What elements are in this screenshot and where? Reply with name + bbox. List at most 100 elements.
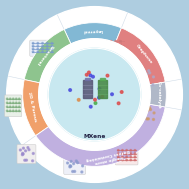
- Circle shape: [94, 98, 96, 101]
- Circle shape: [141, 72, 143, 74]
- Circle shape: [19, 102, 20, 104]
- Circle shape: [19, 106, 20, 108]
- Circle shape: [7, 7, 182, 182]
- Circle shape: [22, 153, 24, 155]
- Circle shape: [119, 40, 121, 42]
- Circle shape: [22, 152, 24, 154]
- Circle shape: [144, 70, 146, 72]
- Circle shape: [130, 156, 132, 157]
- Circle shape: [126, 159, 127, 161]
- Circle shape: [32, 153, 34, 154]
- Circle shape: [134, 156, 136, 157]
- Circle shape: [118, 153, 119, 154]
- Circle shape: [134, 159, 136, 161]
- Circle shape: [134, 149, 136, 151]
- Circle shape: [92, 75, 94, 78]
- Circle shape: [147, 110, 149, 112]
- Circle shape: [118, 159, 119, 161]
- Circle shape: [88, 71, 90, 74]
- Circle shape: [89, 105, 92, 108]
- Circle shape: [118, 156, 119, 157]
- Text: Structural: Structural: [35, 44, 54, 66]
- Circle shape: [147, 118, 149, 120]
- Circle shape: [119, 45, 121, 46]
- Circle shape: [39, 39, 150, 150]
- Circle shape: [145, 112, 146, 114]
- Circle shape: [122, 156, 123, 157]
- Bar: [83, 80, 92, 98]
- Circle shape: [37, 51, 39, 53]
- Circle shape: [32, 48, 34, 50]
- Text: 2D & Porous: 2D & Porous: [27, 92, 37, 123]
- Circle shape: [77, 98, 80, 101]
- Circle shape: [110, 45, 112, 46]
- Circle shape: [122, 149, 123, 151]
- Circle shape: [19, 149, 21, 151]
- Circle shape: [46, 51, 48, 53]
- Circle shape: [48, 48, 141, 141]
- Circle shape: [152, 84, 154, 86]
- Circle shape: [32, 51, 34, 53]
- Circle shape: [9, 110, 11, 112]
- Circle shape: [81, 171, 83, 173]
- Text: MXene: MXene: [83, 134, 106, 139]
- Circle shape: [42, 51, 43, 53]
- Circle shape: [15, 106, 17, 108]
- Circle shape: [6, 102, 8, 104]
- Circle shape: [142, 109, 144, 111]
- Circle shape: [32, 45, 34, 47]
- Circle shape: [130, 159, 132, 161]
- Circle shape: [110, 40, 112, 42]
- Circle shape: [145, 83, 147, 85]
- Circle shape: [146, 73, 148, 75]
- Circle shape: [85, 74, 88, 76]
- FancyBboxPatch shape: [115, 147, 138, 165]
- Circle shape: [51, 51, 53, 53]
- Circle shape: [134, 153, 136, 154]
- Bar: [85, 78, 90, 80]
- Wedge shape: [64, 23, 121, 44]
- Wedge shape: [24, 29, 71, 83]
- Circle shape: [101, 95, 104, 98]
- Circle shape: [148, 70, 150, 72]
- Circle shape: [122, 153, 123, 154]
- Circle shape: [37, 43, 39, 44]
- Circle shape: [120, 91, 123, 93]
- Circle shape: [98, 96, 100, 99]
- FancyBboxPatch shape: [101, 38, 126, 53]
- Circle shape: [12, 102, 14, 104]
- Circle shape: [146, 83, 148, 85]
- FancyBboxPatch shape: [64, 158, 85, 174]
- Circle shape: [146, 118, 148, 120]
- Circle shape: [144, 112, 146, 114]
- Circle shape: [145, 107, 147, 109]
- Circle shape: [6, 110, 8, 112]
- Circle shape: [73, 163, 75, 165]
- Circle shape: [126, 153, 127, 154]
- Circle shape: [9, 102, 11, 104]
- Circle shape: [74, 170, 76, 172]
- Circle shape: [51, 45, 53, 47]
- Circle shape: [126, 156, 127, 157]
- Circle shape: [111, 93, 113, 96]
- Circle shape: [9, 98, 11, 100]
- Circle shape: [153, 119, 154, 120]
- Text: Co-catalyst: Co-catalyst: [156, 81, 160, 108]
- Circle shape: [51, 48, 53, 50]
- Circle shape: [149, 72, 151, 74]
- Circle shape: [46, 48, 48, 50]
- Circle shape: [94, 102, 97, 105]
- Circle shape: [153, 76, 154, 78]
- FancyBboxPatch shape: [140, 105, 156, 122]
- Circle shape: [22, 147, 24, 149]
- Circle shape: [67, 162, 69, 164]
- Circle shape: [110, 49, 112, 50]
- Circle shape: [51, 43, 53, 44]
- Bar: [98, 80, 107, 98]
- Circle shape: [32, 160, 34, 162]
- Circle shape: [12, 106, 14, 108]
- Circle shape: [26, 159, 27, 161]
- Circle shape: [19, 98, 20, 100]
- FancyBboxPatch shape: [139, 68, 156, 87]
- Wedge shape: [36, 104, 165, 166]
